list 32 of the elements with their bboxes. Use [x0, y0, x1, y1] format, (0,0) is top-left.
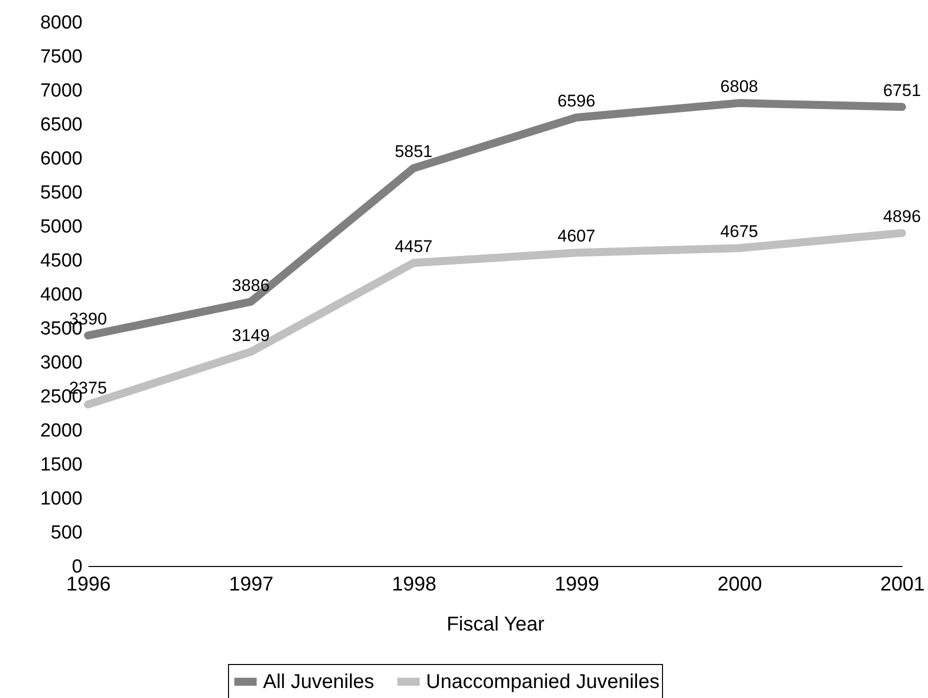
legend-label: All Juveniles: [263, 670, 374, 693]
y-tick-label: 500: [50, 522, 82, 544]
y-tick-label: 3000: [40, 352, 82, 374]
data-label: 4457: [394, 236, 433, 256]
y-tick-label: 1000: [40, 488, 82, 510]
data-label: 3149: [232, 326, 270, 345]
y-tick-label: 2000: [40, 420, 82, 442]
y-tick-label: 8000: [40, 12, 82, 34]
y-tick-label: 7500: [40, 46, 82, 68]
data-label: 6596: [557, 91, 596, 110]
x-tick-label: 2001: [880, 574, 925, 596]
x-tick-label: 1998: [392, 574, 436, 596]
data-label: 4675: [720, 222, 758, 242]
x-tick-label: 1997: [229, 574, 274, 596]
x-axis-title: Fiscal Year: [446, 614, 545, 636]
y-tick-label: 5000: [40, 216, 82, 238]
data-label: 4607: [557, 226, 596, 246]
data-label: 5851: [394, 142, 433, 162]
y-tick-label: 7000: [40, 80, 82, 102]
y-tick-label: 4000: [40, 284, 82, 306]
data-label: 4896: [883, 207, 921, 226]
y-tick-label: 6000: [40, 148, 82, 170]
y-tick-label: 6500: [40, 114, 82, 136]
y-tick-label: 5500: [40, 182, 82, 204]
data-label: 3886: [232, 276, 270, 295]
x-tick-label: 2000: [717, 574, 762, 596]
data-label: 6751: [883, 80, 921, 100]
x-tick-label: 1999: [554, 574, 600, 596]
y-tick-label: 4500: [40, 250, 82, 272]
data-label: 6808: [720, 77, 758, 96]
y-tick-label: 1500: [40, 454, 82, 476]
legend-label: Unaccompanied Juveniles: [426, 670, 660, 693]
